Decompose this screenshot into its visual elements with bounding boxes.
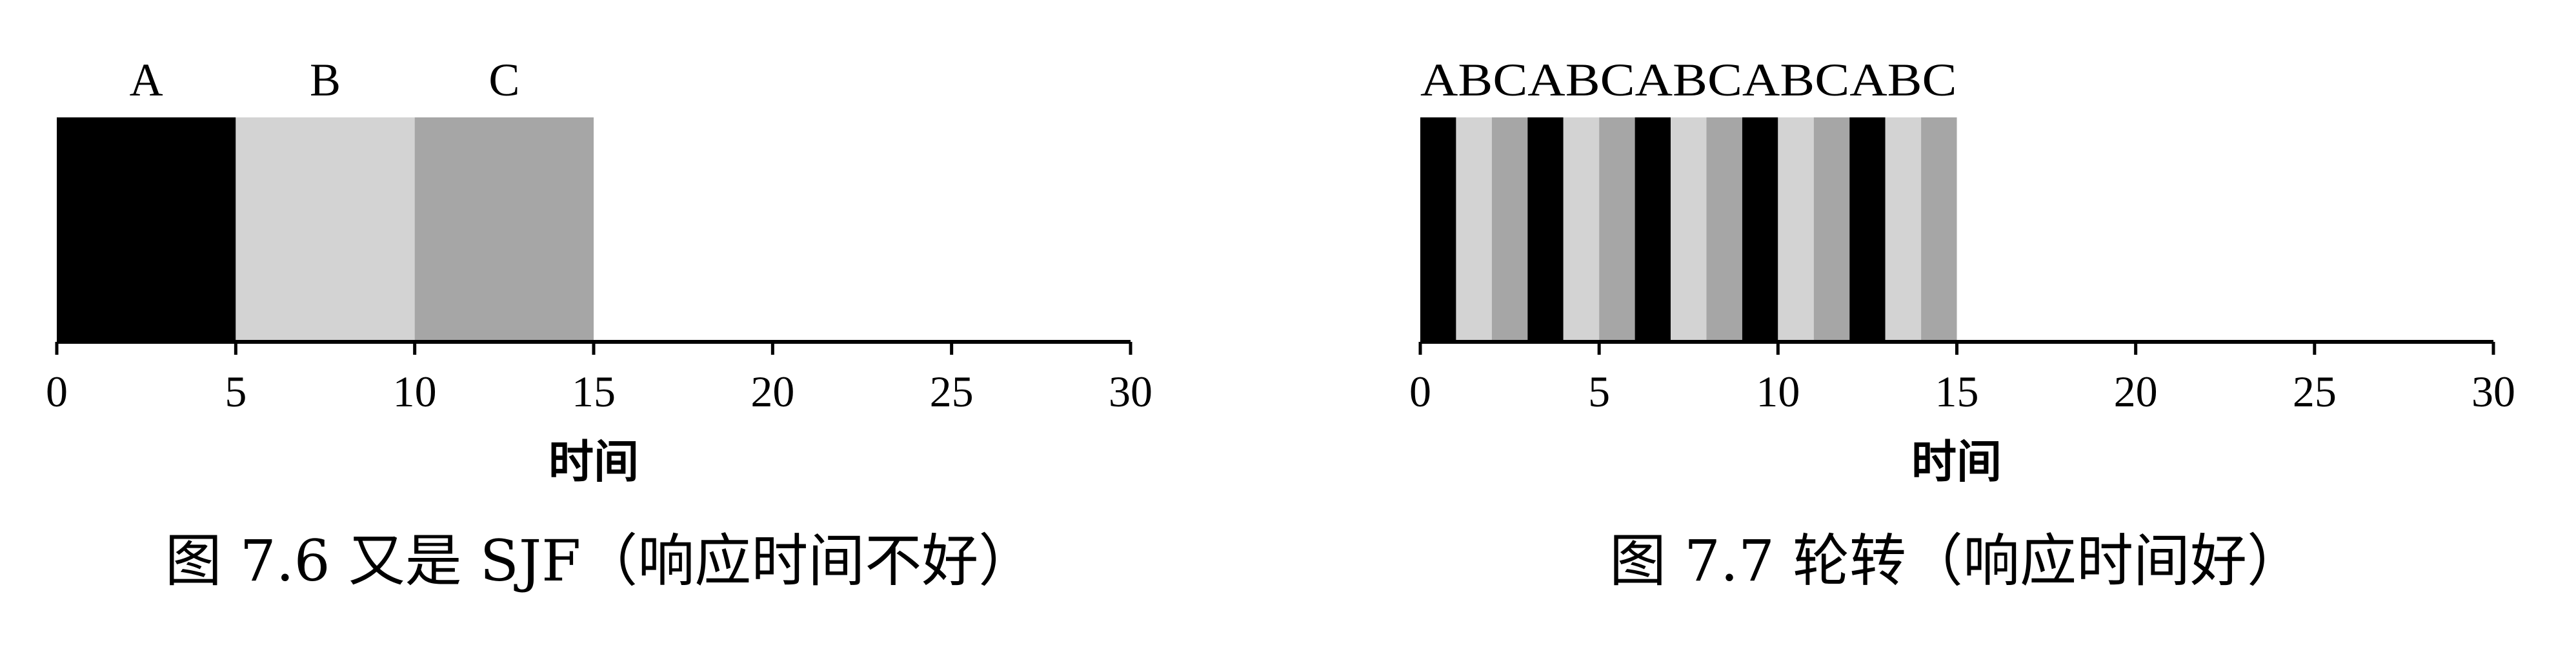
segment-c-2 xyxy=(414,117,594,342)
x-tick-label-10: 10 xyxy=(393,367,437,416)
segment-c-14 xyxy=(1921,117,1957,342)
segment-b-7 xyxy=(1671,117,1707,342)
x-axis-label: 时间 xyxy=(548,435,639,488)
x-tick-label-30: 30 xyxy=(1109,367,1152,416)
segment-c-8 xyxy=(1706,117,1742,342)
x-tick-label-20: 20 xyxy=(750,367,794,416)
segment-b-13 xyxy=(1885,117,1922,342)
segment-sequence-label: ABCABCABCABCABC xyxy=(1420,54,1957,106)
segments xyxy=(1420,117,1957,342)
segment-b-4 xyxy=(1563,117,1600,342)
segment-c-11 xyxy=(1813,117,1850,342)
x-tick-label-15: 15 xyxy=(1935,367,1979,416)
segment-a-12 xyxy=(1849,117,1886,342)
top-labels: ABCABCABCABCABC xyxy=(1420,54,1957,106)
x-axis-label: 时间 xyxy=(1911,435,2002,488)
segment-c-5 xyxy=(1599,117,1635,342)
x-tick-label-0: 0 xyxy=(46,367,68,416)
chart-sjf: A B C 0 5 10 15 20 25 30 时间 图 7.6 又是 SJF（响应时间不好） xyxy=(46,54,1152,594)
x-tick-label-20: 20 xyxy=(2114,367,2158,416)
x-tick-label-5: 5 xyxy=(1588,367,1610,416)
x-tick-label-30: 30 xyxy=(2471,367,2515,416)
segment-label-b: B xyxy=(310,54,341,106)
segment-a-0 xyxy=(1420,117,1456,342)
x-tick-label-25: 25 xyxy=(2293,367,2337,416)
x-ticks: 0 5 10 15 20 25 30 xyxy=(1409,342,2515,416)
segment-a-3 xyxy=(1527,117,1564,342)
chart-round-robin: ABCABCABCABCABC 0 5 10 15 20 25 30 时间 图 7.7 轮转… xyxy=(1409,54,2515,594)
top-labels: A B C xyxy=(130,54,520,106)
x-tick-label-0: 0 xyxy=(1409,367,1431,416)
x-tick-label-10: 10 xyxy=(1756,367,1800,416)
segment-a-9 xyxy=(1742,117,1778,342)
segment-b-1 xyxy=(1456,117,1492,342)
x-tick-label-15: 15 xyxy=(572,367,616,416)
figure-caption: 图 7.7 轮转（响应时间好） xyxy=(1609,528,2304,594)
x-tick-label-25: 25 xyxy=(930,367,974,416)
figure-caption: 图 7.6 又是 SJF（响应时间不好） xyxy=(165,528,1036,594)
segment-label-c: C xyxy=(488,54,519,106)
segment-a-6 xyxy=(1635,117,1671,342)
segments xyxy=(57,117,594,342)
segment-c-2 xyxy=(1491,117,1528,342)
segment-a-0 xyxy=(57,117,236,342)
x-ticks: 0 5 10 15 20 25 30 xyxy=(46,342,1152,416)
x-tick-label-5: 5 xyxy=(225,367,247,416)
segment-b-10 xyxy=(1778,117,1814,342)
segment-label-a: A xyxy=(130,54,163,106)
segment-b-1 xyxy=(236,117,415,342)
